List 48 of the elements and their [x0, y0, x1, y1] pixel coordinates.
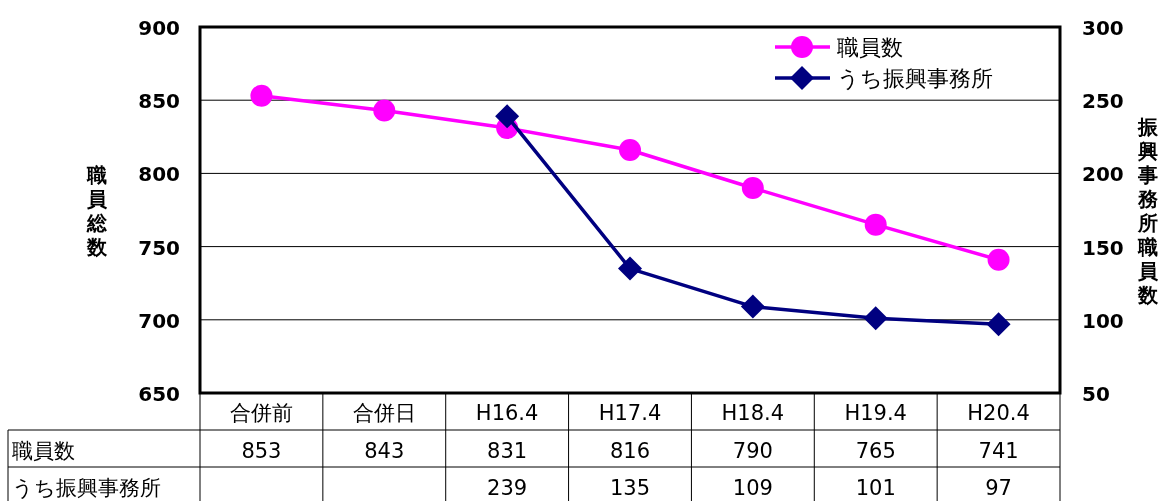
- data-label: 101: [855, 476, 896, 500]
- data-label: 853: [241, 439, 282, 463]
- point: [373, 99, 396, 122]
- point: [863, 306, 888, 331]
- data-label: 816: [609, 439, 651, 463]
- data-label: 843: [364, 439, 405, 463]
- y-tick-label: 650: [138, 382, 180, 406]
- y2-tick-label: 100: [1082, 308, 1124, 333]
- x-tick-label: 合併日: [352, 401, 416, 425]
- legend-label: うち振興事務所: [837, 66, 993, 91]
- y2-tick-label: 250: [1082, 89, 1124, 114]
- data-label: 790: [732, 439, 773, 463]
- y-tick-label: 750: [138, 235, 180, 260]
- data-label: 239: [487, 476, 528, 500]
- data-label: 109: [732, 476, 773, 500]
- x-tick-label: H16.4: [475, 401, 539, 425]
- y2-tick-label: 200: [1082, 162, 1124, 187]
- y-axis-title: 職員総数: [86, 163, 108, 259]
- point: [619, 138, 641, 161]
- point: [618, 256, 642, 281]
- point: [250, 84, 273, 107]
- y-tick-label: 700: [138, 308, 180, 333]
- data-label: 97: [985, 476, 1012, 500]
- data-label: 135: [609, 476, 651, 500]
- y-tick-label: 800: [138, 162, 180, 187]
- x-tick-label: H20.4: [967, 401, 1030, 425]
- data-label: 741: [978, 439, 1019, 463]
- point: [987, 248, 1010, 271]
- text: 職員数: [12, 439, 75, 463]
- point: [495, 104, 520, 129]
- x-tick-label: H19.4: [844, 401, 907, 425]
- x-tick-label: H17.4: [598, 401, 662, 425]
- y2-axis-title: 振興事務所職員数: [1137, 115, 1159, 307]
- x-tick-label: 合併前: [229, 401, 293, 425]
- y-tick-label: 900: [138, 16, 180, 40]
- y2-tick-label: 150: [1082, 235, 1124, 260]
- y2-tick-label: 300: [1082, 16, 1124, 40]
- point: [864, 213, 887, 236]
- data-label: 831: [487, 439, 528, 463]
- y2-tick-label: 50: [1082, 382, 1110, 406]
- data-label: 765: [855, 439, 896, 463]
- legend-label: 職員数: [837, 35, 903, 60]
- x-tick-label: H18.4: [721, 401, 785, 425]
- y-tick-label: 850: [138, 89, 180, 114]
- text: うち振興事務所: [12, 476, 161, 500]
- point: [740, 294, 765, 319]
- point: [741, 177, 764, 200]
- point: [986, 312, 1011, 337]
